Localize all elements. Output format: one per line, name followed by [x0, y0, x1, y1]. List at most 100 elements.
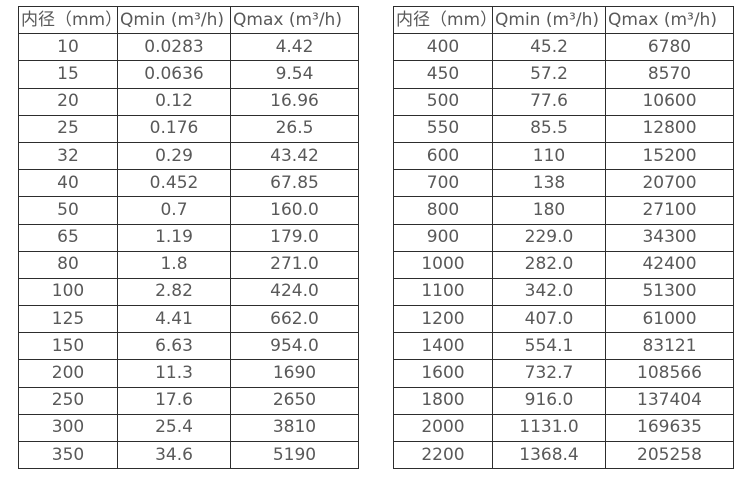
table-body: 400 45.2 6780 450 57.2 8570 500 77.6 10600 550 85.…	[393, 33, 734, 470]
table-cell: 229.0	[492, 223, 606, 252]
table-cell: 108566	[605, 359, 734, 388]
table-cell: 1600	[393, 359, 493, 388]
table-cell: 100	[18, 277, 118, 307]
table-cell: 271.0	[230, 250, 359, 279]
table-body: 10 0.0283 4.42 15 0.0636 9.54 20 0.12 16.96 25 0.1…	[18, 33, 359, 470]
table-cell: 169635	[605, 413, 734, 443]
table-cell: 6.63	[117, 332, 231, 361]
table-cell: 15	[18, 60, 118, 89]
table-cell: 400	[393, 33, 493, 62]
table-cell: 160.0	[230, 196, 359, 225]
flow-spec-table-small: 内径（mm） Qmin (m³/h) Qmax (m³/h) 10 0.0283 4…	[18, 5, 359, 470]
table-header-row: 内径（mm） Qmin (m³/h) Qmax (m³/h)	[18, 5, 359, 35]
table-cell: 6780	[605, 33, 734, 62]
table-cell: 424.0	[230, 277, 359, 307]
table-row: 65 1.19 179.0	[18, 223, 359, 252]
table-cell: 8570	[605, 60, 734, 89]
table-cell: 138	[492, 169, 606, 198]
table-cell: 200	[18, 359, 118, 388]
table-row: 550 85.5 12800	[393, 114, 734, 143]
table-cell: 50	[18, 196, 118, 225]
table-cell: 900	[393, 223, 493, 252]
table-row: 50 0.7 160.0	[18, 196, 359, 225]
table-cell: 1368.4	[492, 440, 606, 470]
table-cell: 800	[393, 196, 493, 225]
table-cell: 40	[18, 169, 118, 198]
header-inner-diameter: 内径（mm）	[18, 5, 118, 35]
table-row: 1100 342.0 51300	[393, 277, 734, 307]
header-qmax: Qmax (m³/h)	[230, 5, 359, 35]
table-cell: 20700	[605, 169, 734, 198]
table-row: 32 0.29 43.42	[18, 141, 359, 171]
table-cell: 550	[393, 114, 493, 143]
table-row: 1000 282.0 42400	[393, 250, 734, 279]
table-cell: 4.41	[117, 305, 231, 334]
table-cell: 61000	[605, 305, 734, 334]
table-cell: 1400	[393, 332, 493, 361]
table-cell: 2000	[393, 413, 493, 443]
table-cell: 51300	[605, 277, 734, 307]
table-cell: 12800	[605, 114, 734, 143]
table-header-row: 内径（mm） Qmin (m³/h) Qmax (m³/h)	[393, 5, 734, 35]
table-cell: 300	[18, 413, 118, 443]
table-cell: 0.0636	[117, 60, 231, 89]
table-row: 500 77.6 10600	[393, 87, 734, 116]
table-row: 300 25.4 3810	[18, 413, 359, 443]
table-cell: 32	[18, 141, 118, 171]
table-cell: 0.7	[117, 196, 231, 225]
table-row: 80 1.8 271.0	[18, 250, 359, 279]
table-row: 15 0.0636 9.54	[18, 60, 359, 89]
table-cell: 83121	[605, 332, 734, 361]
table-row: 20 0.12 16.96	[18, 87, 359, 116]
table-cell: 0.12	[117, 87, 231, 116]
table-cell: 2200	[393, 440, 493, 470]
table-cell: 26.5	[230, 114, 359, 143]
table-cell: 34300	[605, 223, 734, 252]
table-cell: 27100	[605, 196, 734, 225]
table-cell: 57.2	[492, 60, 606, 89]
header-qmin: Qmin (m³/h)	[492, 5, 606, 35]
table-row: 800 180 27100	[393, 196, 734, 225]
table-row: 450 57.2 8570	[393, 60, 734, 89]
table-row: 150 6.63 954.0	[18, 332, 359, 361]
table-cell: 407.0	[492, 305, 606, 334]
table-cell: 0.29	[117, 141, 231, 171]
table-cell: 80	[18, 250, 118, 279]
table-cell: 179.0	[230, 223, 359, 252]
header-qmin: Qmin (m³/h)	[117, 5, 231, 35]
table-row: 200 11.3 1690	[18, 359, 359, 388]
table-cell: 11.3	[117, 359, 231, 388]
table-cell: 554.1	[492, 332, 606, 361]
table-cell: 350	[18, 440, 118, 470]
table-cell: 1690	[230, 359, 359, 388]
table-cell: 15200	[605, 141, 734, 171]
table-row: 1200 407.0 61000	[393, 305, 734, 334]
table-cell: 1800	[393, 386, 493, 415]
table-cell: 1.19	[117, 223, 231, 252]
table-row: 100 2.82 424.0	[18, 277, 359, 307]
table-row: 700 138 20700	[393, 169, 734, 198]
table-cell: 25	[18, 114, 118, 143]
table-row: 1800 916.0 137404	[393, 386, 734, 415]
table-cell: 85.5	[492, 114, 606, 143]
table-cell: 450	[393, 60, 493, 89]
table-cell: 1200	[393, 305, 493, 334]
table-cell: 110	[492, 141, 606, 171]
table-cell: 700	[393, 169, 493, 198]
table-cell: 43.42	[230, 141, 359, 171]
table-row: 125 4.41 662.0	[18, 305, 359, 334]
table-cell: 0.0283	[117, 33, 231, 62]
table-cell: 10	[18, 33, 118, 62]
header-inner-diameter: 内径（mm）	[393, 5, 493, 35]
table-row: 10 0.0283 4.42	[18, 33, 359, 62]
table-cell: 342.0	[492, 277, 606, 307]
table-row: 600 110 15200	[393, 141, 734, 171]
table-row: 900 229.0 34300	[393, 223, 734, 252]
table-cell: 916.0	[492, 386, 606, 415]
table-cell: 500	[393, 87, 493, 116]
table-row: 1600 732.7 108566	[393, 359, 734, 388]
table-cell: 17.6	[117, 386, 231, 415]
table-cell: 137404	[605, 386, 734, 415]
table-cell: 45.2	[492, 33, 606, 62]
table-row: 400 45.2 6780	[393, 33, 734, 62]
